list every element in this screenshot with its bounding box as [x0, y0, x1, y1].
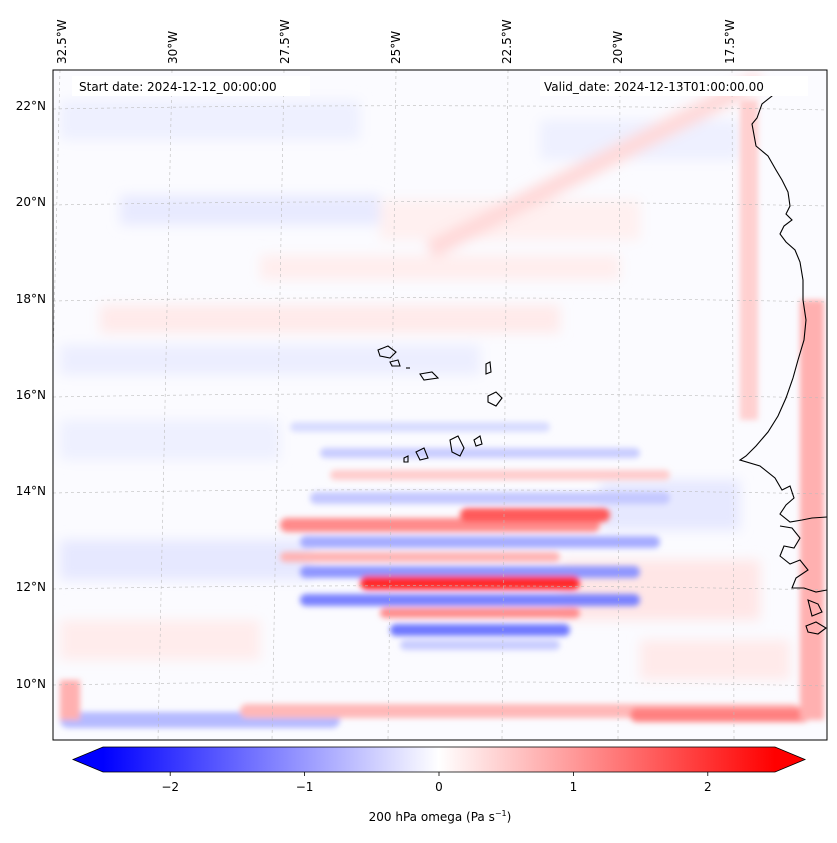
meridian-line	[271, 70, 285, 740]
lon-tick-label: 30°W	[166, 31, 180, 64]
coastlines	[377, 79, 827, 635]
start-date-box	[72, 76, 310, 96]
field-band	[330, 470, 670, 480]
colorbar-tick-label: −1	[296, 780, 314, 794]
field-band	[60, 680, 80, 720]
lon-tick-label: 27.5°W	[278, 19, 292, 64]
parallel-line	[53, 585, 827, 591]
island-outline	[805, 621, 827, 635]
lon-tick-label: 25°W	[389, 31, 403, 64]
field-band	[360, 576, 580, 590]
field-band	[400, 640, 560, 650]
colorbar-ticks: −2 −1 0 1 2	[161, 772, 712, 794]
field-band	[390, 624, 570, 636]
island-sao-vicente	[389, 359, 401, 367]
island-fogo	[415, 447, 429, 461]
field-band	[300, 594, 640, 606]
field-band	[290, 422, 550, 432]
field-blob	[120, 195, 380, 225]
meridian-line	[387, 70, 397, 740]
african-coastline	[779, 525, 827, 593]
meridian-line	[617, 70, 621, 740]
start-date-label: Start date: 2024-12-12_00:00:00	[79, 80, 277, 94]
field-blob	[640, 640, 790, 680]
field-band	[300, 566, 640, 578]
map-panel: Start date: 2024-12-12_00:00:00 Valid_da…	[52, 69, 828, 741]
field-band	[310, 492, 670, 504]
parallel-line	[53, 681, 827, 687]
field-streak	[425, 71, 765, 259]
valid-date-box	[540, 76, 808, 96]
field-band	[300, 536, 660, 548]
lon-tick-label: 17.5°W	[723, 19, 737, 64]
colorbar-extend-high	[775, 747, 805, 772]
field-band	[740, 100, 758, 420]
field-blob	[60, 540, 310, 580]
field-band	[630, 708, 810, 722]
lat-tick-label: 16°N	[16, 388, 46, 402]
field-blob	[100, 305, 560, 333]
colorbar: −2 −1 0 1 2 200 hPa omega (Pa s−1)	[71, 746, 807, 824]
colorbar-label: 200 hPa omega (Pa s−1)	[369, 809, 512, 824]
lon-tick-label: 22.5°W	[500, 19, 514, 64]
island-brava	[403, 455, 409, 463]
field-blob	[600, 480, 740, 530]
field-blob	[60, 100, 360, 140]
map-frame	[52, 69, 828, 741]
island-santo-antao	[377, 345, 397, 359]
lat-tick-label: 10°N	[16, 677, 46, 691]
lon-tick-label: 32.5°W	[55, 19, 69, 64]
colorbar-tick-label: 1	[570, 780, 578, 794]
field-blob	[260, 255, 620, 280]
meridian-line	[157, 70, 173, 740]
african-coastline	[738, 79, 827, 523]
colorbar-tick-label: −2	[161, 780, 179, 794]
field-band	[380, 608, 580, 618]
lat-tick-label: 18°N	[16, 292, 46, 306]
longitude-labels: 32.5°W 30°W 27.5°W 25°W 22.5°W 20°W 17.5…	[55, 19, 737, 64]
field-band	[800, 300, 824, 720]
parallel-line	[53, 297, 827, 303]
latitude-labels: 22°N 20°N 18°N 16°N 14°N 12°N 10°N	[16, 99, 46, 691]
valid-date-label: Valid_date: 2024-12-13T01:00:00.00	[544, 80, 764, 94]
colorbar-tick-label: 0	[435, 780, 443, 794]
field-band	[320, 448, 640, 458]
graticule	[53, 70, 827, 740]
colorbar-extend-low	[73, 747, 103, 772]
wave-train-layer	[60, 100, 824, 728]
parallel-line	[53, 105, 827, 111]
island-sal	[485, 361, 492, 375]
colorbar-gradient	[103, 747, 775, 772]
meridian-line	[731, 70, 735, 740]
island-santiago	[449, 435, 465, 457]
parallel-line	[53, 393, 827, 399]
island-sao-nicolau	[419, 371, 440, 381]
field-blob	[60, 420, 280, 460]
lat-tick-label: 12°N	[16, 580, 46, 594]
lat-tick-label: 20°N	[16, 195, 46, 209]
meridian-line	[501, 70, 509, 740]
weak-field-layer	[60, 71, 790, 680]
field-blob	[60, 345, 480, 375]
island-maio	[473, 435, 483, 447]
lon-tick-label: 20°W	[611, 31, 625, 64]
island-boa-vista	[487, 391, 503, 407]
field-band	[280, 552, 560, 562]
colorbar-tick-label: 2	[704, 780, 712, 794]
lat-tick-label: 14°N	[16, 484, 46, 498]
lat-tick-label: 22°N	[16, 99, 46, 113]
island-outline	[807, 599, 823, 617]
field-band	[460, 508, 610, 522]
parallel-line	[53, 489, 827, 495]
colorbar-outline	[71, 746, 807, 773]
parallel-line	[53, 201, 827, 207]
omega-field	[60, 71, 824, 728]
